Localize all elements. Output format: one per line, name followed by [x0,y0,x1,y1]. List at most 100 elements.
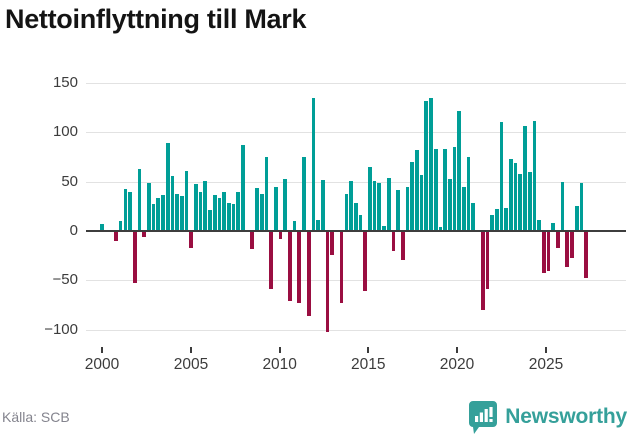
gridline [86,280,626,282]
bar-2008-q2 [255,187,259,231]
bar-2023-q1 [532,121,537,231]
bar-2020-q2 [480,232,485,310]
y-axis-label: −50 [52,271,78,289]
bar-2001-q2 [123,188,128,231]
bar-2011-q1 [306,232,311,316]
bar-2025-q3 [579,182,584,231]
x-axis-label: 2000 [84,356,120,373]
bar-2016-q1 [400,232,405,260]
bar-2004-q1 [175,193,179,231]
bar-2011-q4 [320,179,325,231]
gridline [86,181,626,183]
bar-2005-q3 [203,180,208,231]
bar-2017-q2 [424,100,429,231]
bar-2007-q2 [236,191,241,231]
bar-2013-q4 [358,215,363,231]
x-axis-label: 2005 [173,356,209,373]
bar-2015-q4 [396,189,400,231]
plot-area: 150 100 50 0 −50 −100 2000 2005 2010 2015 2020 2025 [44,74,626,375]
bar-2018-q2 [443,149,447,231]
bar-2018-q3 [447,178,452,231]
bar-2020-q4 [490,215,494,231]
x-tick [101,347,103,353]
bar-2016-q2 [405,186,410,231]
bar-2015-q1 [382,226,386,231]
bar-2002-q2 [142,232,146,237]
newsworthy-wordmark: Newsworthy [505,405,627,428]
zero-axis-line [86,230,626,232]
bar-2010-q2 [292,221,297,231]
x-tick [456,347,458,353]
bar-2024-q1 [551,223,556,231]
bar-2004-q3 [184,170,189,231]
bar-2013-q2 [349,180,353,231]
bar-2014-q1 [363,232,367,292]
bar-2022-q3 [523,126,527,231]
bar-2016-q3 [410,161,415,231]
y-axis-label: 0 [69,222,78,239]
bar-2018-q4 [452,147,457,231]
bar-2021-q4 [509,158,513,231]
x-tick [190,347,192,353]
bar-2007-q3 [241,145,245,231]
x-tick [278,347,281,353]
bar-2012-q1 [325,232,330,332]
bar-2021-q3 [504,208,509,231]
x-axis-label: 2010 [262,356,297,373]
bar-2010-q4 [302,157,306,231]
bar-2011-q3 [316,220,320,231]
bar-2017-q3 [429,97,433,231]
bar-2003-q2 [161,195,165,231]
bar-2001-q4 [132,232,137,284]
bar-2009-q1 [269,232,273,290]
x-axis-label: 2025 [528,356,564,373]
bar-2024-q3 [560,181,565,231]
bar-2010-q3 [297,232,302,304]
bar-2020-q3 [485,232,490,290]
bar-2017-q4 [433,149,438,231]
bar-2015-q3 [391,232,396,251]
bar-2001-q3 [128,191,132,231]
newsworthy-logo[interactable]: Newsworthy [468,400,627,434]
bar-2008-q1 [250,232,255,249]
bar-2024-q2 [556,232,560,248]
newsworthy-bubble-chart-icon [468,400,498,434]
bar-2024-q4 [565,232,570,267]
y-axis-label: 150 [52,74,78,92]
bar-2019-q2 [462,186,466,231]
bar-2012-q4 [339,232,344,304]
bar-2022-q2 [518,173,523,231]
bar-2005-q2 [198,191,203,231]
bar-2000-q4 [114,232,118,241]
x-tick [367,347,370,353]
bar-2006-q4 [226,203,231,231]
bar-2012-q2 [330,232,335,255]
bar-2025-q1 [570,232,574,258]
bar-2014-q3 [372,180,377,231]
bar-2009-q4 [283,178,288,231]
bar-2003-q1 [156,198,161,231]
bar-2005-q1 [194,183,198,231]
bar-2016-q4 [415,150,419,231]
bar-2019-q4 [471,203,476,231]
bar-2006-q1 [212,195,217,231]
gridline [86,132,626,134]
bar-2023-q4 [546,232,551,272]
bar-2014-q4 [377,182,382,231]
bar-2002-q4 [151,204,156,231]
chart-title: Nettoinflyttning till Mark [5,4,307,34]
source-note: Källa: SCB [2,409,70,425]
bar-2014-q2 [368,166,372,231]
bar-2011-q2 [311,97,316,231]
bar-2023-q3 [541,232,546,274]
bar-2000-q1 [100,224,104,231]
bar-2001-q1 [118,221,123,231]
bar-2004-q2 [179,196,184,231]
bar-2015-q2 [386,177,391,231]
bar-2008-q4 [264,157,269,231]
bar-2019-q3 [466,157,471,231]
x-axis-label: 2015 [351,356,386,373]
bar-2003-q3 [165,143,170,231]
bar-2002-q3 [147,182,151,231]
